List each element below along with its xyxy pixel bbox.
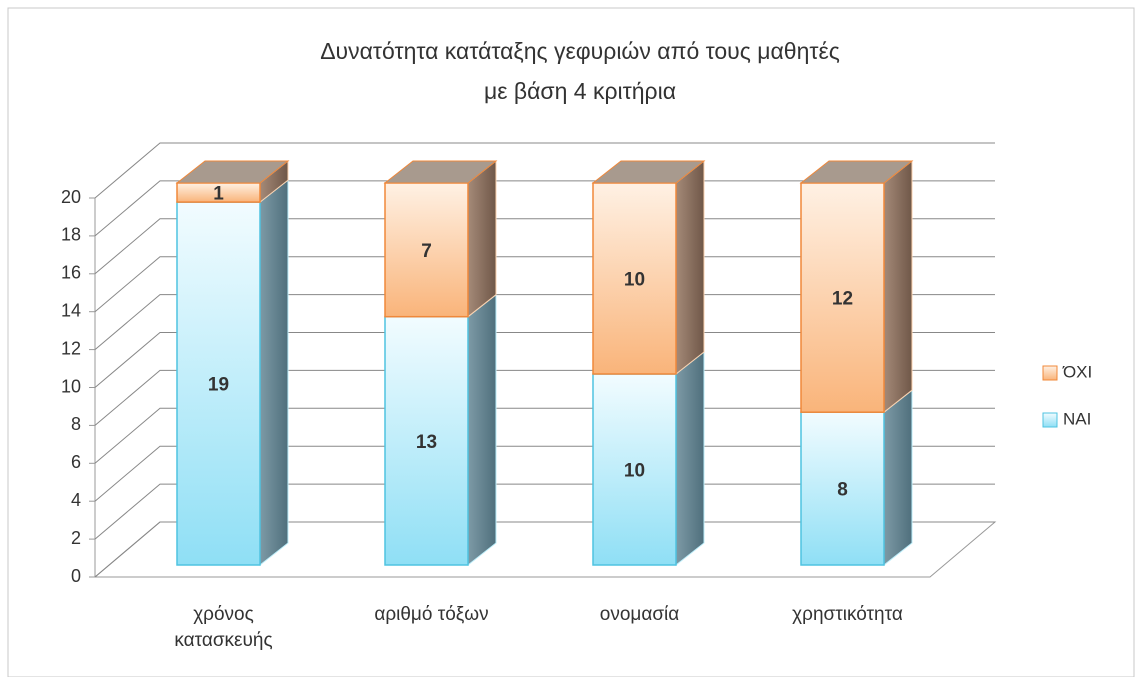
legend-swatch — [1042, 365, 1058, 381]
y-tick-label: 20 — [61, 187, 81, 207]
bar — [800, 182, 885, 413]
x-tick-label: χρηστικότητα — [792, 604, 903, 625]
bar — [384, 182, 469, 318]
bar-side — [467, 159, 497, 318]
y-tick-label: 16 — [61, 263, 81, 283]
data-label: 10 — [624, 270, 645, 291]
bar-top — [591, 160, 706, 184]
bar-top — [383, 160, 498, 184]
grid-line — [94, 445, 995, 502]
y-tick-label: 6 — [71, 452, 81, 472]
data-label: 10 — [624, 461, 645, 482]
bar-side — [467, 293, 497, 567]
data-label: 7 — [421, 241, 432, 262]
bar-top — [175, 160, 290, 184]
y-tick-label: 14 — [61, 300, 81, 320]
bar-top — [799, 160, 914, 184]
chart-title: Δυνατότητα κατάταξης γεφυριών από τους μ… — [320, 38, 840, 64]
y-tick-label: 18 — [61, 225, 81, 245]
data-label: 13 — [416, 432, 437, 453]
legend-label: ΌΧΙ — [1062, 362, 1092, 381]
bar — [384, 315, 469, 566]
legend-label: ΝΑΙ — [1063, 409, 1091, 428]
grid-line — [94, 407, 995, 464]
y-tick-label: 0 — [71, 566, 81, 586]
bar — [592, 373, 677, 566]
grid-line — [94, 142, 995, 199]
grid-line — [94, 180, 995, 237]
bar-side — [259, 179, 289, 567]
grid-line — [94, 218, 995, 275]
grid-line — [94, 294, 995, 350]
bar-side — [883, 159, 913, 414]
bar — [592, 182, 677, 375]
chart-title: με βάση 4 κριτήρια — [484, 78, 676, 104]
data-label: 19 — [208, 375, 229, 396]
x-tick-label: αριθμό τόξων — [374, 604, 489, 625]
x-tick-label: ονομασία — [599, 604, 680, 625]
y-tick-label: 10 — [61, 376, 81, 396]
data-label: 12 — [832, 289, 853, 310]
grid-line — [94, 369, 995, 426]
grid-line — [94, 483, 995, 540]
legend-swatch — [1042, 412, 1058, 428]
y-tick-label: 2 — [71, 528, 81, 548]
data-label: 1 — [213, 184, 224, 205]
bar-side — [883, 389, 913, 567]
y-tick-label: 4 — [71, 490, 81, 510]
y-tick-label: 12 — [61, 338, 81, 358]
grid-line — [94, 256, 995, 313]
x-tick-label: χρόνος κατασκευής — [174, 604, 273, 651]
grid-line — [94, 521, 995, 578]
bar-side — [675, 350, 705, 567]
grid-line — [94, 332, 995, 388]
data-label: 8 — [837, 480, 848, 501]
bar-side — [675, 159, 705, 376]
y-tick-label: 8 — [71, 414, 81, 434]
